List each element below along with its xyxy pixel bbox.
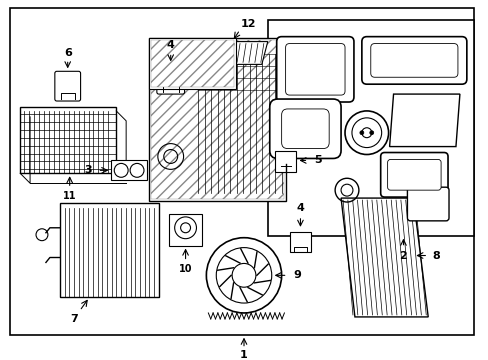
Polygon shape	[389, 94, 459, 147]
Text: 1: 1	[240, 350, 247, 360]
Polygon shape	[194, 42, 267, 64]
Bar	[149, 38, 285, 201]
FancyBboxPatch shape	[276, 37, 353, 102]
FancyBboxPatch shape	[361, 37, 466, 84]
Polygon shape	[340, 198, 427, 317]
FancyBboxPatch shape	[380, 153, 447, 197]
Text: 7: 7	[70, 314, 78, 324]
Bar	[289, 232, 311, 252]
Bar	[274, 150, 296, 172]
Bar	[151, 40, 283, 199]
FancyBboxPatch shape	[407, 187, 448, 221]
FancyBboxPatch shape	[157, 64, 184, 94]
Circle shape	[369, 131, 373, 135]
Bar	[111, 161, 147, 180]
Text: 3: 3	[83, 165, 91, 175]
Text: 2: 2	[399, 251, 407, 261]
Bar	[60, 203, 159, 297]
FancyBboxPatch shape	[285, 44, 345, 95]
Bar	[267, 20, 473, 236]
FancyBboxPatch shape	[281, 109, 328, 149]
Text: 4: 4	[296, 203, 304, 213]
Text: 10: 10	[179, 264, 192, 274]
FancyBboxPatch shape	[55, 71, 81, 101]
Bar	[149, 38, 236, 89]
Text: 4: 4	[166, 40, 174, 50]
Text: 8: 8	[431, 251, 439, 261]
Bar	[168, 214, 202, 246]
FancyBboxPatch shape	[387, 159, 440, 190]
Bar	[20, 107, 116, 173]
Bar	[151, 40, 234, 87]
Text: 11: 11	[63, 191, 76, 201]
Text: 12: 12	[240, 19, 255, 29]
Circle shape	[359, 131, 363, 135]
FancyBboxPatch shape	[370, 44, 457, 77]
Text: 6: 6	[63, 49, 72, 58]
FancyBboxPatch shape	[269, 99, 340, 158]
Text: 9: 9	[293, 270, 301, 280]
Text: 5: 5	[314, 156, 321, 166]
